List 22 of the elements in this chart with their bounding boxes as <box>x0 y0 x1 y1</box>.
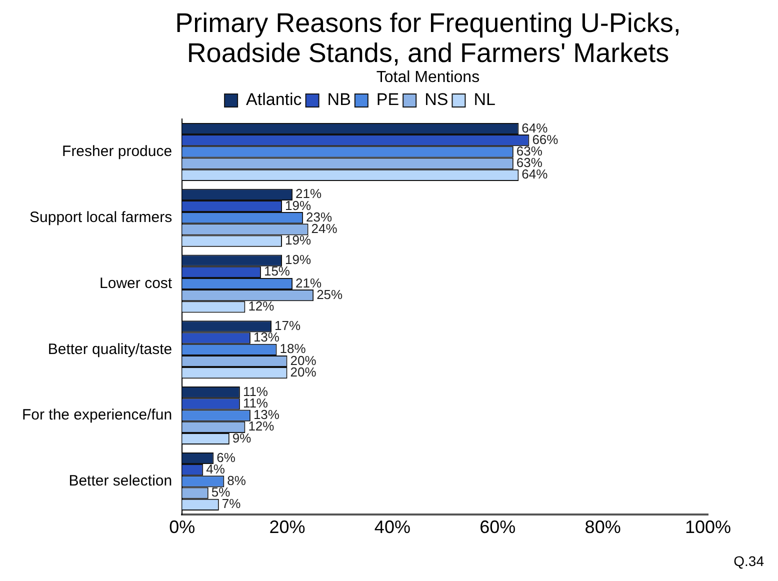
x-tick-label: 80% <box>584 517 621 538</box>
data-label: 12% <box>248 298 275 314</box>
y-tick-label: For the experience/fun <box>22 406 172 424</box>
data-label: 19% <box>285 232 312 248</box>
y-tick-label: Better selection <box>68 472 172 490</box>
y-tick-label: Support local farmers <box>30 208 172 226</box>
legend-label: Atlantic <box>246 90 302 110</box>
chart-subtitle: Total Mentions <box>375 68 481 88</box>
legend-label: NL <box>474 90 496 110</box>
y-tick-label: Fresher produce <box>62 143 172 160</box>
text: Q.34 <box>734 553 764 569</box>
x-tick-label: 60% <box>480 517 516 538</box>
x-tick-label: 40% <box>374 517 410 538</box>
x-tick-label: 0% <box>169 517 196 538</box>
x-tick-label: 20% <box>269 517 306 538</box>
y-tick-label: Lower cost <box>100 274 173 292</box>
legend-label: PE <box>376 90 400 110</box>
y-tick-label: Better quality/taste <box>48 340 172 358</box>
x-tick-label: 100% <box>684 517 732 538</box>
legend-label: NS <box>424 90 448 110</box>
legend-label: NB <box>327 90 351 110</box>
chart-title: Primary Reasons for Frequenting U-Picks, Roadside Stands, and Farmers' Markets <box>174 8 682 68</box>
